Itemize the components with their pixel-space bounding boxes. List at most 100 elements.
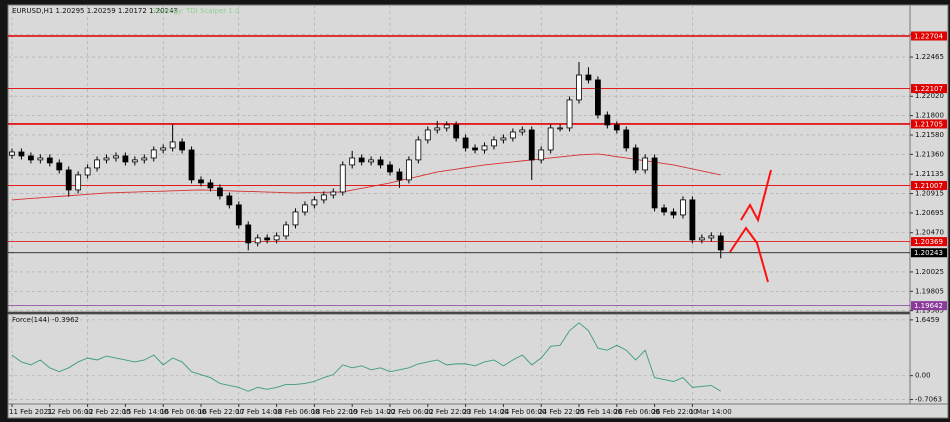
x-tick-label: 26 Feb 06:00	[614, 408, 660, 416]
candle-body	[604, 114, 611, 126]
candle-body	[547, 127, 554, 151]
candle-body	[94, 159, 100, 169]
level-tag	[911, 301, 947, 311]
x-tick-label: 25 Feb 14:00	[576, 408, 622, 416]
y-tick-label: 1.22020	[915, 92, 944, 100]
moving-average	[11, 153, 721, 201]
level-label: 1.22107	[914, 85, 943, 93]
candle-body	[216, 187, 223, 197]
x-tick-label: 22 Feb 22:00	[425, 408, 471, 416]
price-pane	[7, 4, 911, 313]
candle-body	[292, 211, 299, 226]
x-tick-label: 11 Feb 2021	[9, 408, 53, 416]
level-label: 1.21007	[914, 182, 943, 190]
y-tick-label: 1.19805	[915, 287, 944, 295]
candle-body	[491, 139, 497, 147]
y-tick-label: 1.20915	[915, 190, 944, 198]
candle-body	[122, 155, 129, 163]
level-tag	[911, 180, 947, 190]
level-tag	[911, 119, 947, 129]
candle-body	[84, 167, 91, 176]
indicator-title: Force(144) -0.3962	[12, 316, 79, 324]
candle-body	[235, 204, 242, 226]
x-tick-label: 23 Feb 14:00	[463, 408, 509, 416]
x-tick-label: 18 Feb 22:00	[311, 408, 357, 416]
candle-body	[245, 224, 252, 244]
candle-body	[509, 131, 516, 139]
candle-body	[330, 191, 337, 196]
candle-body	[500, 137, 507, 141]
candle-body	[661, 207, 667, 213]
candle-body	[519, 129, 526, 133]
level-tag	[911, 31, 947, 41]
candle-body	[368, 159, 375, 163]
x-tick-label: 17 Feb 14:00	[236, 408, 282, 416]
candle-body	[169, 141, 176, 149]
candle-body	[75, 174, 82, 191]
candle-body	[481, 145, 488, 151]
candle-body	[595, 79, 601, 116]
level-tag	[911, 237, 947, 247]
level-label: 1.22704	[914, 32, 943, 40]
level-tag	[911, 84, 947, 94]
candle-body	[424, 129, 431, 141]
candle-body	[160, 147, 167, 151]
level-label: 1.19642	[914, 302, 943, 310]
y-tick-label: -0.7063	[915, 396, 942, 404]
candle-body	[642, 157, 649, 171]
strategy-label: Strategy: TDI Scalper 1.0	[152, 7, 240, 15]
price-axis	[909, 4, 949, 405]
candle-body	[264, 237, 271, 241]
chart-title: EURUSD,H1 1.20295 1.20259 1.20172 1.2024…	[12, 7, 178, 15]
candle-body	[538, 149, 545, 161]
candle-body	[207, 182, 214, 189]
candle-body	[613, 124, 620, 131]
y-tick-label: 1.21800	[915, 112, 944, 120]
candle-body	[680, 199, 686, 216]
y-tick-label: 1.19585	[915, 307, 944, 315]
x-tick-label: 22 Feb 06:00	[387, 408, 433, 416]
candle-body	[358, 157, 365, 163]
x-tick-label: 1 Mar 14:00	[689, 408, 731, 416]
y-tick-label: 1.22465	[915, 53, 944, 61]
candle-body	[103, 157, 110, 161]
candle-body	[113, 155, 119, 159]
x-tick-label: 24 Feb 22:00	[538, 408, 584, 416]
y-tick-label: 1.6459	[915, 316, 940, 324]
candle-body	[377, 159, 384, 166]
y-tick-label: 0.00	[915, 372, 931, 380]
candle-body	[311, 199, 318, 206]
candle-body	[179, 141, 186, 151]
candle-body	[434, 127, 441, 131]
level-tag	[911, 248, 947, 258]
candle-body	[131, 159, 138, 163]
candle-body	[670, 211, 677, 216]
candle-body	[472, 147, 478, 151]
y-tick-label: 1.21135	[915, 170, 944, 178]
x-tick-label: 24 Feb 06:00	[500, 408, 546, 416]
candle-body	[349, 157, 356, 166]
level-label: 1.20369	[914, 238, 943, 246]
level-label: 1.21705	[914, 120, 943, 128]
y-tick-label: 1.20695	[915, 209, 944, 217]
candle-body	[651, 157, 658, 209]
candle-body	[302, 204, 308, 213]
candle-body	[198, 179, 204, 184]
candle-body	[576, 74, 582, 101]
candle-body	[27, 155, 34, 161]
force-line	[11, 322, 721, 392]
candle-body	[254, 237, 261, 244]
candle-body	[566, 99, 573, 129]
forecast-arrow	[729, 226, 769, 283]
candle-body	[339, 164, 346, 193]
candle-body	[37, 157, 44, 161]
candle-body	[443, 124, 450, 129]
candle-body	[226, 195, 233, 206]
y-tick-label: 1.20470	[915, 229, 944, 237]
x-tick-label: 18 Feb 06:00	[274, 408, 320, 416]
x-tick-label: 26 Feb 22:00	[652, 408, 698, 416]
forecast-arrow	[740, 169, 772, 223]
candle-body	[56, 162, 63, 171]
candle-body	[396, 171, 403, 181]
